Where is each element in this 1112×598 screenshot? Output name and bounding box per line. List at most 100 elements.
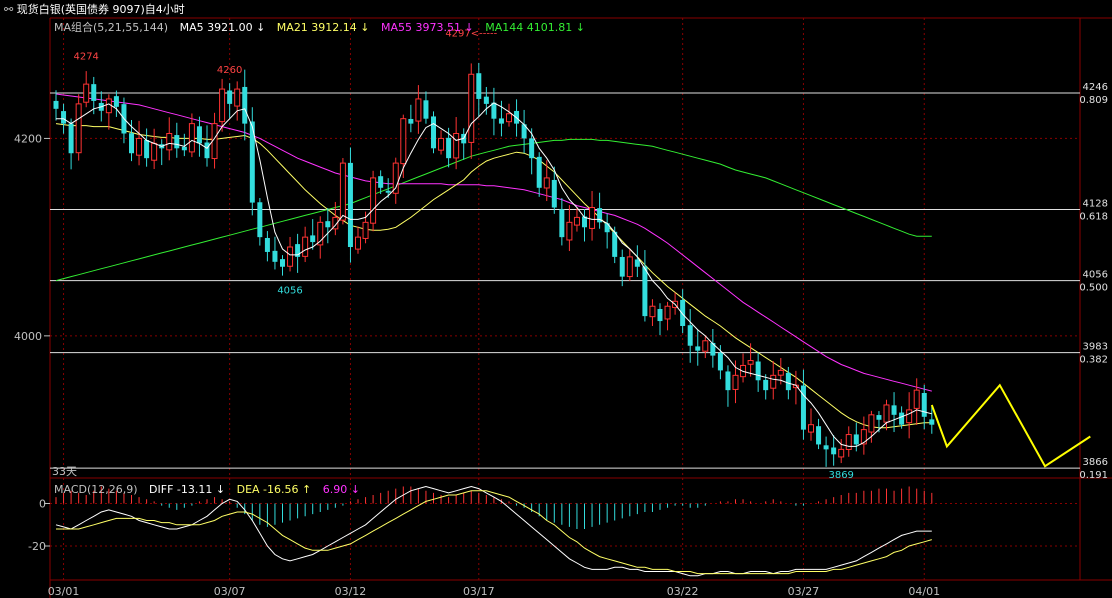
candle-up <box>151 142 158 161</box>
ma-group-label: MA组合(5,21,55,144) <box>54 21 169 34</box>
price-annotation: 4297<----- <box>445 29 497 40</box>
candle-down <box>680 299 686 326</box>
date-label: 03/27 <box>788 585 820 598</box>
macd-panel: 0 -20 <box>28 485 1080 577</box>
ma55-path <box>55 93 932 392</box>
candle-down <box>551 179 557 208</box>
macd-tick-label: -20 <box>28 540 46 553</box>
macd-name: MACD(12,26,9) <box>54 483 138 496</box>
projection-path <box>930 383 1091 468</box>
candle-down <box>310 235 316 243</box>
candle-up <box>105 98 112 114</box>
candle-down <box>657 309 663 322</box>
date-label: 03/17 <box>463 585 495 598</box>
price-axis: 4200 4000 <box>14 132 50 343</box>
fib-ratio-label: 0.618 <box>1079 212 1108 223</box>
candle-down <box>559 209 565 238</box>
ma5-path <box>56 102 932 447</box>
ma5-legend: MA5 3921.00 ↓ <box>179 21 266 34</box>
link-icon: ⚯ <box>4 3 14 16</box>
candle-down <box>53 100 59 109</box>
candle-up <box>770 374 777 389</box>
candle-up <box>302 236 309 257</box>
candle-down <box>536 156 542 188</box>
candle-up <box>136 137 143 156</box>
ma144-path <box>55 138 932 282</box>
fib-ratio-label: 0.500 <box>1079 283 1108 294</box>
candle-up <box>415 98 422 122</box>
candle-up <box>287 246 294 267</box>
candle-down <box>280 259 285 267</box>
title-bar: ⚯ 现货白银(英国债券 9097)自4小时 <box>4 1 185 17</box>
ma144-legend: MA144 4101.81 ↓ <box>485 21 585 34</box>
candle-down <box>91 84 97 101</box>
fib-price-label: 3866 <box>1083 457 1108 468</box>
price-annotation: 4056 <box>277 286 302 297</box>
fib-ratio-label: 0.191 <box>1079 470 1108 481</box>
candle-up <box>188 123 195 153</box>
candle-down <box>483 96 489 104</box>
price-tick-label: 4000 <box>14 330 42 343</box>
candle-up <box>649 305 656 318</box>
macd-legend: MACD(12,26,9) DIFF -13.11 ↓ DEA -16.56 ↑… <box>54 483 360 496</box>
candle-up <box>702 340 709 352</box>
candle-up <box>838 448 845 458</box>
candle-down <box>476 73 482 99</box>
candle-up <box>362 221 369 239</box>
fib-price-label: 3983 <box>1083 342 1108 353</box>
candle-down <box>763 379 769 391</box>
candle-up <box>573 216 580 226</box>
candle-down <box>264 237 270 252</box>
candle-down <box>446 137 452 159</box>
candle-down <box>423 100 429 119</box>
fib-price-label: 4128 <box>1083 199 1108 210</box>
candle-up <box>506 113 512 123</box>
candle-down <box>408 118 414 124</box>
candle-down <box>272 250 278 262</box>
projection-line <box>930 383 1091 468</box>
candle-down <box>831 447 837 455</box>
candle-down <box>196 126 202 144</box>
candle-up <box>392 162 399 194</box>
candle-up <box>355 236 361 250</box>
candle-down <box>249 121 255 203</box>
date-axis: 03/01 03/07 03/12 03/17 03/22 03/27 04/01 <box>48 585 940 598</box>
date-label: 03/12 <box>335 585 367 598</box>
ma55-line <box>55 93 932 392</box>
candle-up <box>83 83 90 103</box>
ma21-legend: MA21 3912.14 ↓ <box>276 21 370 34</box>
candle-up <box>747 360 754 365</box>
candle-down <box>129 133 134 154</box>
ma-legend: MA组合(5,21,55,144) MA5 3921.00 ↓ MA21 391… <box>54 19 585 35</box>
candle-down <box>823 445 829 450</box>
candle-up <box>913 389 920 409</box>
candle-up <box>75 103 82 154</box>
candle-up <box>400 118 407 165</box>
candle-up <box>883 404 890 423</box>
candle-down <box>816 426 822 445</box>
candle-down <box>521 124 527 139</box>
candle-down <box>181 146 187 151</box>
candles <box>53 62 935 467</box>
candle-down <box>204 142 210 159</box>
candle-down <box>876 415 882 420</box>
chart-frame <box>49 17 1112 598</box>
candle-down <box>891 405 897 415</box>
candle-down <box>755 361 761 381</box>
candle-down <box>604 223 610 233</box>
candle-up <box>868 414 875 433</box>
macd-tick-label: 0 <box>39 498 46 511</box>
candle-down <box>257 202 263 238</box>
diff-legend: DIFF -13.11 ↓ <box>149 483 226 496</box>
candle-up <box>808 424 814 433</box>
date-label: 03/22 <box>667 585 699 598</box>
ma5-line <box>56 102 932 447</box>
candle-down <box>582 216 587 228</box>
candle-up <box>166 132 173 151</box>
candle-down <box>725 371 731 391</box>
candle-down <box>144 140 150 159</box>
candle-down <box>295 244 301 257</box>
candle-down <box>491 102 497 119</box>
